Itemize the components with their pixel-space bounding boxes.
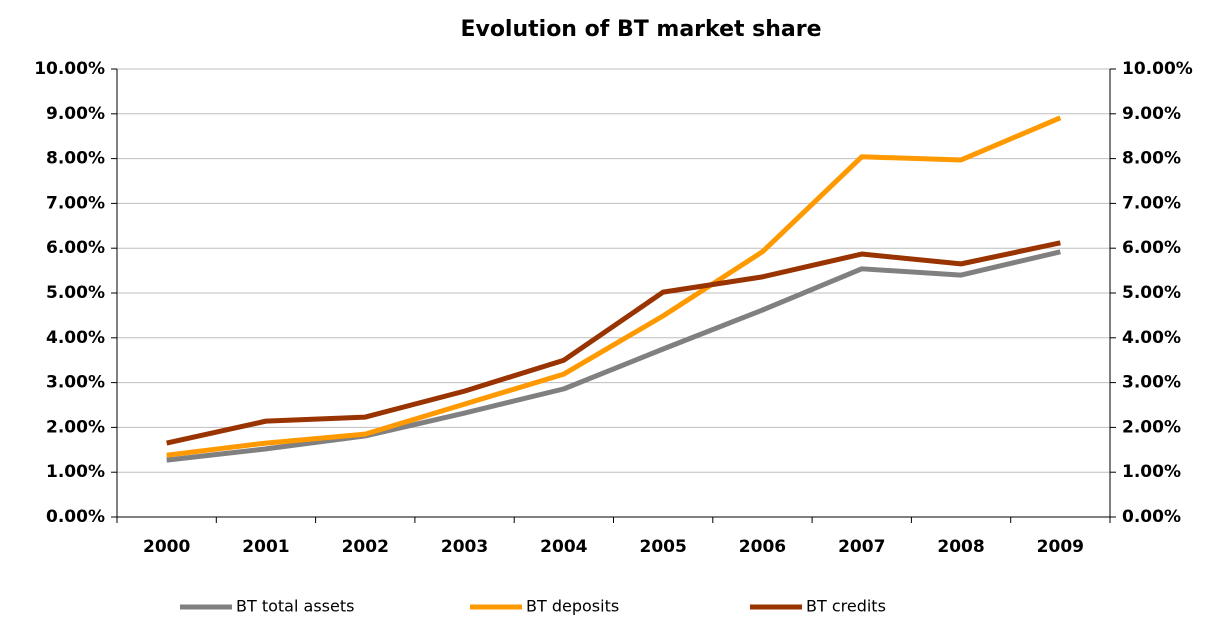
y-tick-label: 2.00% [46,417,105,437]
y-tick-label: 6.00% [46,238,105,258]
y-tick-label: 5.00% [46,283,105,303]
y2-tick-label: 2.00% [1122,417,1181,437]
x-tick-label: 2007 [838,537,885,557]
x-tick-label: 2000 [143,537,190,557]
y2-tick-label: 1.00% [1122,462,1181,482]
y-tick-label: 4.00% [46,328,105,348]
legend-label: BT total assets [236,597,354,616]
x-tick-label: 2004 [540,537,587,557]
y-tick-label: 10.00% [34,59,105,79]
y-tick-label: 3.00% [46,373,105,393]
series-line [166,115,1062,458]
y2-tick-label: 7.00% [1122,193,1181,213]
x-tick-label: 2006 [739,537,786,557]
y-tick-label: 7.00% [46,193,105,213]
y2-tick-label: 8.00% [1122,149,1181,169]
y-tick-label: 9.00% [46,104,105,124]
legend-label: BT deposits [526,597,619,616]
y-tick-label: 1.00% [46,462,105,482]
y2-tick-label: 5.00% [1122,283,1181,303]
x-tick-label: 2009 [1037,537,1084,557]
x-tick-label: 2008 [937,537,984,557]
chart-title: Evolution of BT market share [460,17,821,42]
x-tick-label: 2003 [441,537,488,557]
y2-tick-label: 6.00% [1122,238,1181,258]
x-tick-label: 2001 [242,537,289,557]
y2-tick-label: 10.00% [1122,59,1193,79]
legend-label: BT credits [806,597,886,616]
series-line [166,249,1061,463]
y2-tick-label: 9.00% [1122,104,1181,124]
y2-tick-label: 3.00% [1122,373,1181,393]
x-tick-label: 2005 [639,537,686,557]
x-tick-label: 2002 [342,537,389,557]
y-tick-label: 8.00% [46,149,105,169]
series-line [166,240,1061,446]
y2-tick-label: 0.00% [1122,507,1181,527]
y2-tick-label: 4.00% [1122,328,1181,348]
y-tick-label: 0.00% [46,507,105,527]
